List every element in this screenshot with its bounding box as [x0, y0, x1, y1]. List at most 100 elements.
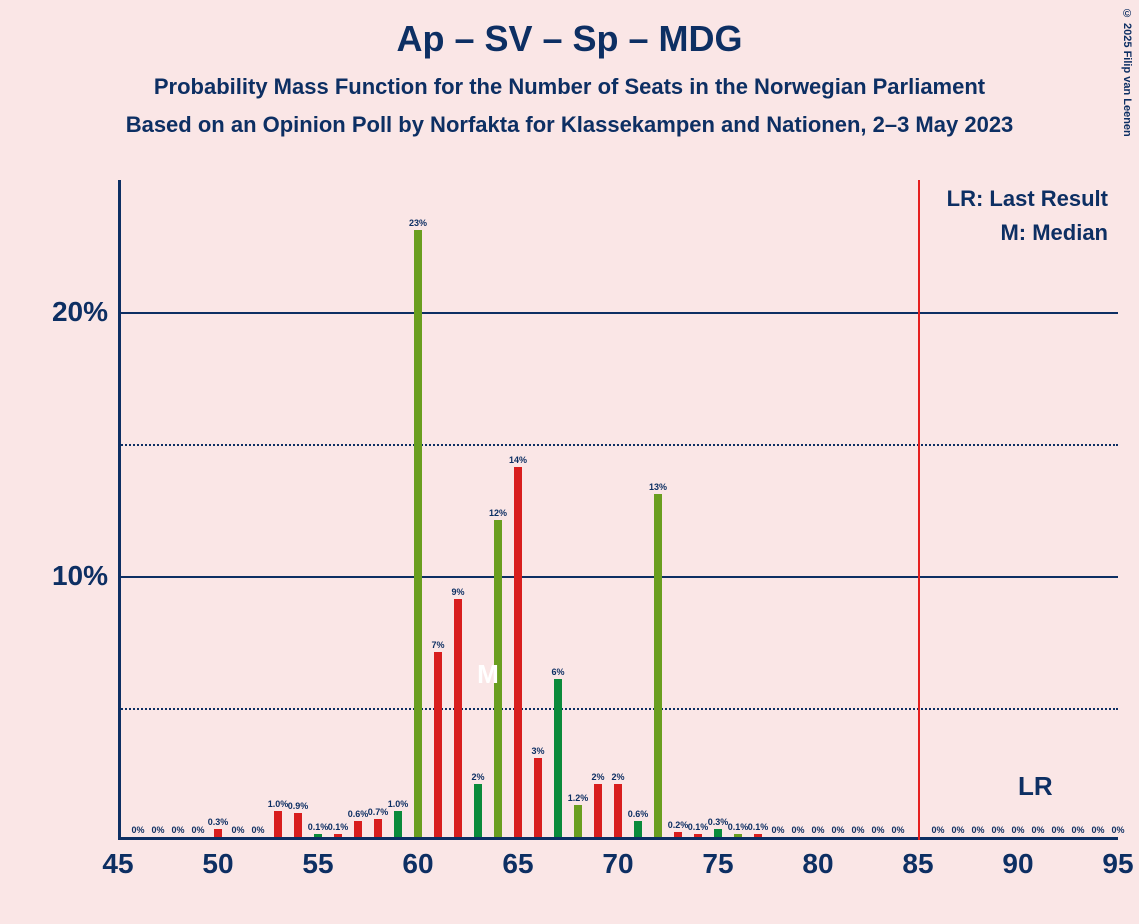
chart-plot-area: LR: Last Result M: Median 10%20%45505560… — [118, 180, 1118, 840]
bar-value-label: 1.0% — [268, 799, 289, 809]
bar-value-label: 0.7% — [368, 807, 389, 817]
bar-value-label: 0.1% — [748, 822, 769, 832]
bar-value-label: 23% — [409, 218, 427, 228]
y-axis-tick-label: 20% — [52, 296, 108, 328]
bar-value-label: 0.6% — [348, 809, 369, 819]
pmf-bar — [374, 819, 382, 837]
bar-value-label: 0.3% — [208, 817, 229, 827]
pmf-bar — [354, 821, 362, 837]
bar-value-label: 0% — [131, 825, 144, 835]
lr-marker-line — [918, 180, 920, 840]
bar-value-label: 0% — [1011, 825, 1024, 835]
pmf-bar — [414, 230, 422, 837]
chart-subtitle-2: Based on an Opinion Poll by Norfakta for… — [0, 100, 1139, 138]
pmf-bar — [474, 784, 482, 837]
bar-value-label: 0% — [1051, 825, 1064, 835]
pmf-bar — [574, 805, 582, 837]
pmf-bar — [754, 834, 762, 837]
legend-m: M: Median — [947, 220, 1108, 246]
bar-value-label: 0.1% — [688, 822, 709, 832]
bar-value-label: 0% — [971, 825, 984, 835]
x-axis-tick-label: 85 — [902, 848, 933, 880]
bar-value-label: 0.1% — [328, 822, 349, 832]
bar-value-label: 0% — [811, 825, 824, 835]
bar-value-label: 2% — [611, 772, 624, 782]
bar-value-label: 0% — [931, 825, 944, 835]
bar-value-label: 0% — [1071, 825, 1084, 835]
bar-value-label: 0.3% — [708, 817, 729, 827]
pmf-bar — [274, 811, 282, 837]
x-axis-tick-label: 80 — [802, 848, 833, 880]
bar-value-label: 0% — [851, 825, 864, 835]
pmf-bar — [654, 494, 662, 837]
pmf-bar — [694, 834, 702, 837]
y-axis-line — [118, 180, 121, 840]
pmf-bar — [434, 652, 442, 837]
x-axis-tick-label: 45 — [102, 848, 133, 880]
pmf-bar — [394, 811, 402, 837]
bar-value-label: 12% — [489, 508, 507, 518]
bar-value-label: 1.0% — [388, 799, 409, 809]
bar-value-label: 0% — [871, 825, 884, 835]
pmf-bar — [514, 467, 522, 837]
x-axis-tick-label: 90 — [1002, 848, 1033, 880]
bar-value-label: 0% — [1031, 825, 1044, 835]
pmf-bar — [614, 784, 622, 837]
bar-value-label: 0.2% — [668, 820, 689, 830]
lr-marker-label: LR — [1018, 771, 1053, 802]
pmf-bar — [454, 599, 462, 837]
grid-line-solid — [118, 576, 1118, 578]
grid-line-solid — [118, 312, 1118, 314]
pmf-bar — [714, 829, 722, 837]
bar-value-label: 0.9% — [288, 801, 309, 811]
bar-value-label: 2% — [591, 772, 604, 782]
bar-value-label: 0% — [231, 825, 244, 835]
pmf-bar — [554, 679, 562, 837]
pmf-bar — [294, 813, 302, 837]
bar-value-label: 0% — [1111, 825, 1124, 835]
bar-value-label: 0% — [791, 825, 804, 835]
pmf-bar — [314, 834, 322, 837]
x-axis-line — [118, 837, 1118, 840]
bar-value-label: 0% — [831, 825, 844, 835]
bar-value-label: 0% — [191, 825, 204, 835]
bar-value-label: 0.1% — [308, 822, 329, 832]
bar-value-label: 0% — [151, 825, 164, 835]
pmf-bar — [634, 821, 642, 837]
bar-value-label: 6% — [551, 667, 564, 677]
bar-value-label: 13% — [649, 482, 667, 492]
bar-value-label: 0% — [171, 825, 184, 835]
bar-value-label: 14% — [509, 455, 527, 465]
bar-value-label: 0% — [991, 825, 1004, 835]
pmf-bar — [534, 758, 542, 837]
legend-lr: LR: Last Result — [947, 186, 1108, 212]
pmf-bar — [674, 832, 682, 837]
chart-title: Ap – SV – Sp – MDG — [0, 0, 1139, 60]
pmf-bar — [594, 784, 602, 837]
pmf-bar — [734, 834, 742, 837]
x-axis-tick-label: 65 — [502, 848, 533, 880]
pmf-bar — [334, 834, 342, 837]
bar-value-label: 9% — [451, 587, 464, 597]
legend-box: LR: Last Result M: Median — [947, 186, 1108, 254]
bar-value-label: 3% — [531, 746, 544, 756]
x-axis-tick-label: 95 — [1102, 848, 1133, 880]
x-axis-tick-label: 60 — [402, 848, 433, 880]
bar-value-label: 0.1% — [728, 822, 749, 832]
bar-value-label: 0% — [771, 825, 784, 835]
x-axis-tick-label: 75 — [702, 848, 733, 880]
copyright-text: © 2025 Filip van Leenen — [1121, 8, 1133, 137]
bar-value-label: 0% — [251, 825, 264, 835]
bar-value-label: 0% — [1091, 825, 1104, 835]
grid-line-dotted — [118, 708, 1118, 710]
bar-value-label: 7% — [431, 640, 444, 650]
bar-value-label: 2% — [471, 772, 484, 782]
pmf-bar — [214, 829, 222, 837]
y-axis-tick-label: 10% — [52, 560, 108, 592]
grid-line-dotted — [118, 444, 1118, 446]
bar-value-label: 0% — [891, 825, 904, 835]
x-axis-tick-label: 50 — [202, 848, 233, 880]
bar-value-label: 0% — [951, 825, 964, 835]
x-axis-tick-label: 70 — [602, 848, 633, 880]
chart-subtitle-1: Probability Mass Function for the Number… — [0, 60, 1139, 100]
